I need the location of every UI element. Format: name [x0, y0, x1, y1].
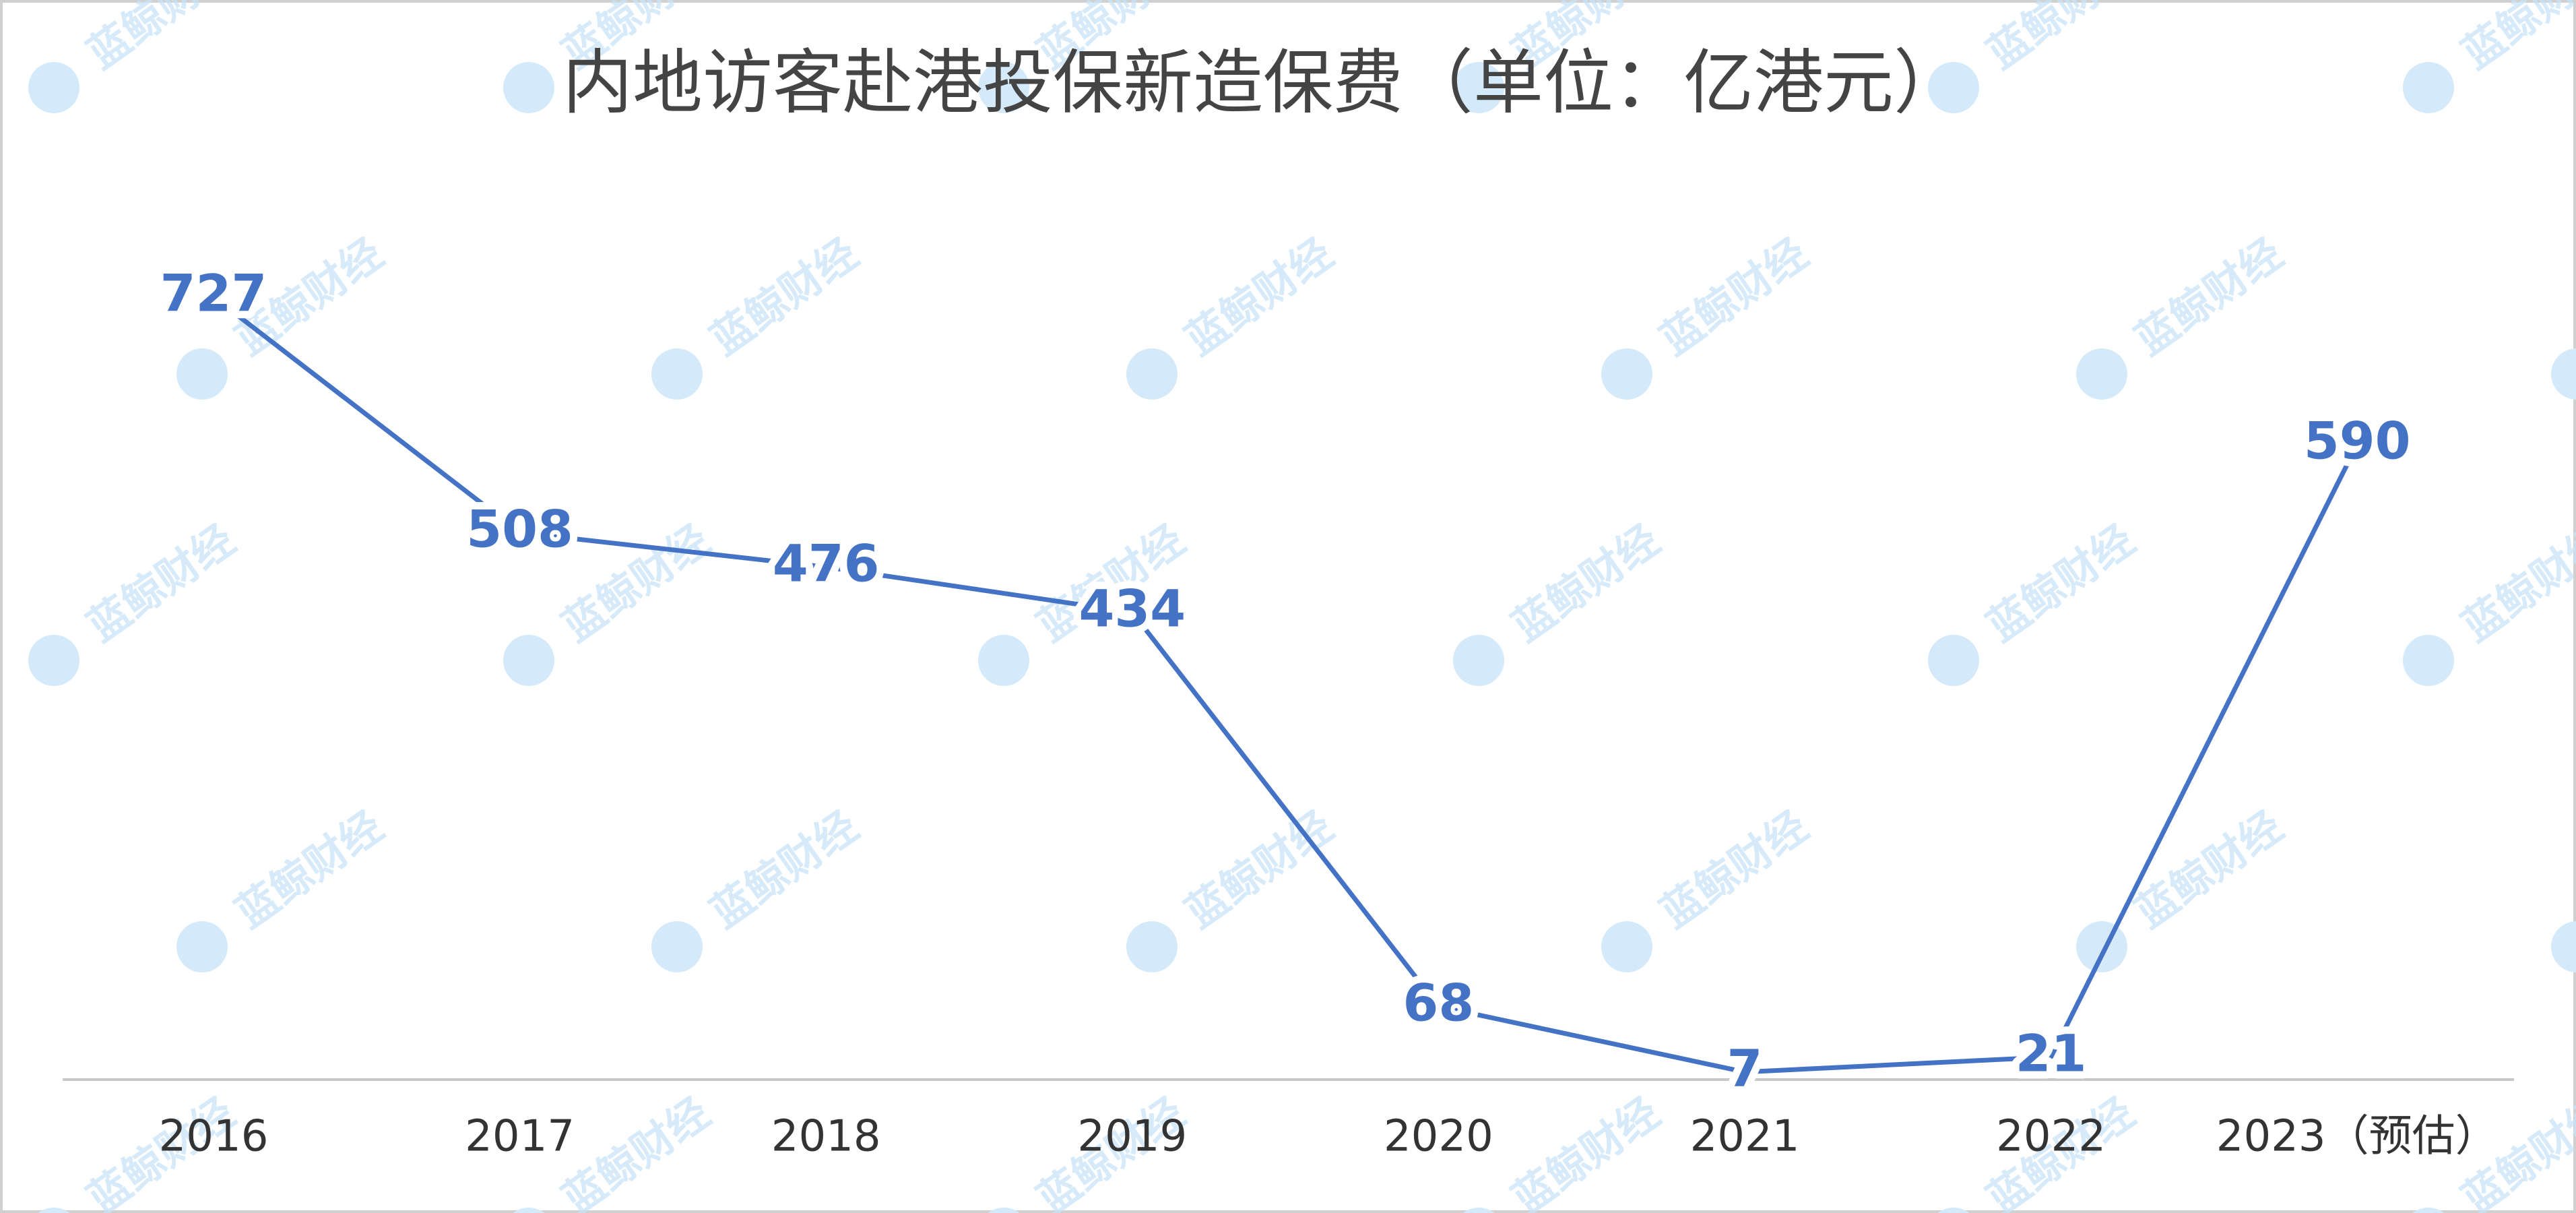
watermark-icon [2551, 348, 2576, 400]
x-tick-label: 2023（预估） [2216, 1112, 2499, 1162]
x-tick-label: 2018 [771, 1112, 881, 1162]
watermark-icon [2403, 62, 2454, 113]
data-label: 21 [2016, 1023, 2087, 1083]
x-tick-label: 2020 [1384, 1112, 1493, 1162]
data-label: 434 [1078, 579, 1186, 639]
data-label: 508 [466, 499, 573, 559]
watermark-icon [1937, 1208, 1970, 1213]
watermark-icon [503, 62, 554, 113]
watermark-icon [513, 1208, 545, 1213]
watermark-icon [2551, 921, 2576, 972]
watermark-icon [1601, 348, 1652, 400]
watermark-icon [2412, 1208, 2445, 1213]
watermark-icon [988, 1208, 1020, 1213]
watermark-icon [176, 921, 228, 972]
watermark-icon [2403, 635, 2454, 686]
watermark-icon [2076, 348, 2127, 400]
watermark-icon [503, 635, 554, 686]
watermark-icon [1453, 635, 1504, 686]
watermark-icon [1126, 348, 1178, 400]
watermark-icon [651, 348, 703, 400]
data-label: 727 [160, 263, 267, 323]
data-label: 68 [1403, 972, 1475, 1032]
watermark-icon [1601, 921, 1652, 972]
watermark-icon [2076, 921, 2127, 972]
data-label: 590 [2304, 410, 2411, 470]
watermark-icon [1462, 1208, 1495, 1213]
watermark-icon [1453, 62, 1504, 113]
x-tick-label: 2021 [1690, 1112, 1800, 1162]
watermark-icon [1928, 635, 1979, 686]
watermark-icon [978, 62, 1029, 113]
x-tick-label: 2022 [1996, 1112, 2106, 1162]
x-tick-label: 2017 [465, 1112, 575, 1162]
chart-title: 内地访客赴港投保新造保费（单位：亿港元） [562, 41, 1964, 123]
watermark-icon [978, 635, 1029, 686]
data-label: 476 [773, 534, 880, 594]
x-tick-label: 2016 [159, 1112, 269, 1162]
watermark-icon [38, 1208, 70, 1213]
watermark-icon [1928, 62, 1979, 113]
watermark-icon [28, 62, 79, 113]
data-label: 7 [1727, 1038, 1763, 1098]
watermark-icon [28, 635, 79, 686]
line [212, 294, 2360, 1075]
watermark-icon [1126, 921, 1178, 972]
x-tick-label: 2019 [1077, 1112, 1187, 1162]
watermark-icon [176, 348, 228, 400]
watermark-icon [651, 921, 703, 972]
